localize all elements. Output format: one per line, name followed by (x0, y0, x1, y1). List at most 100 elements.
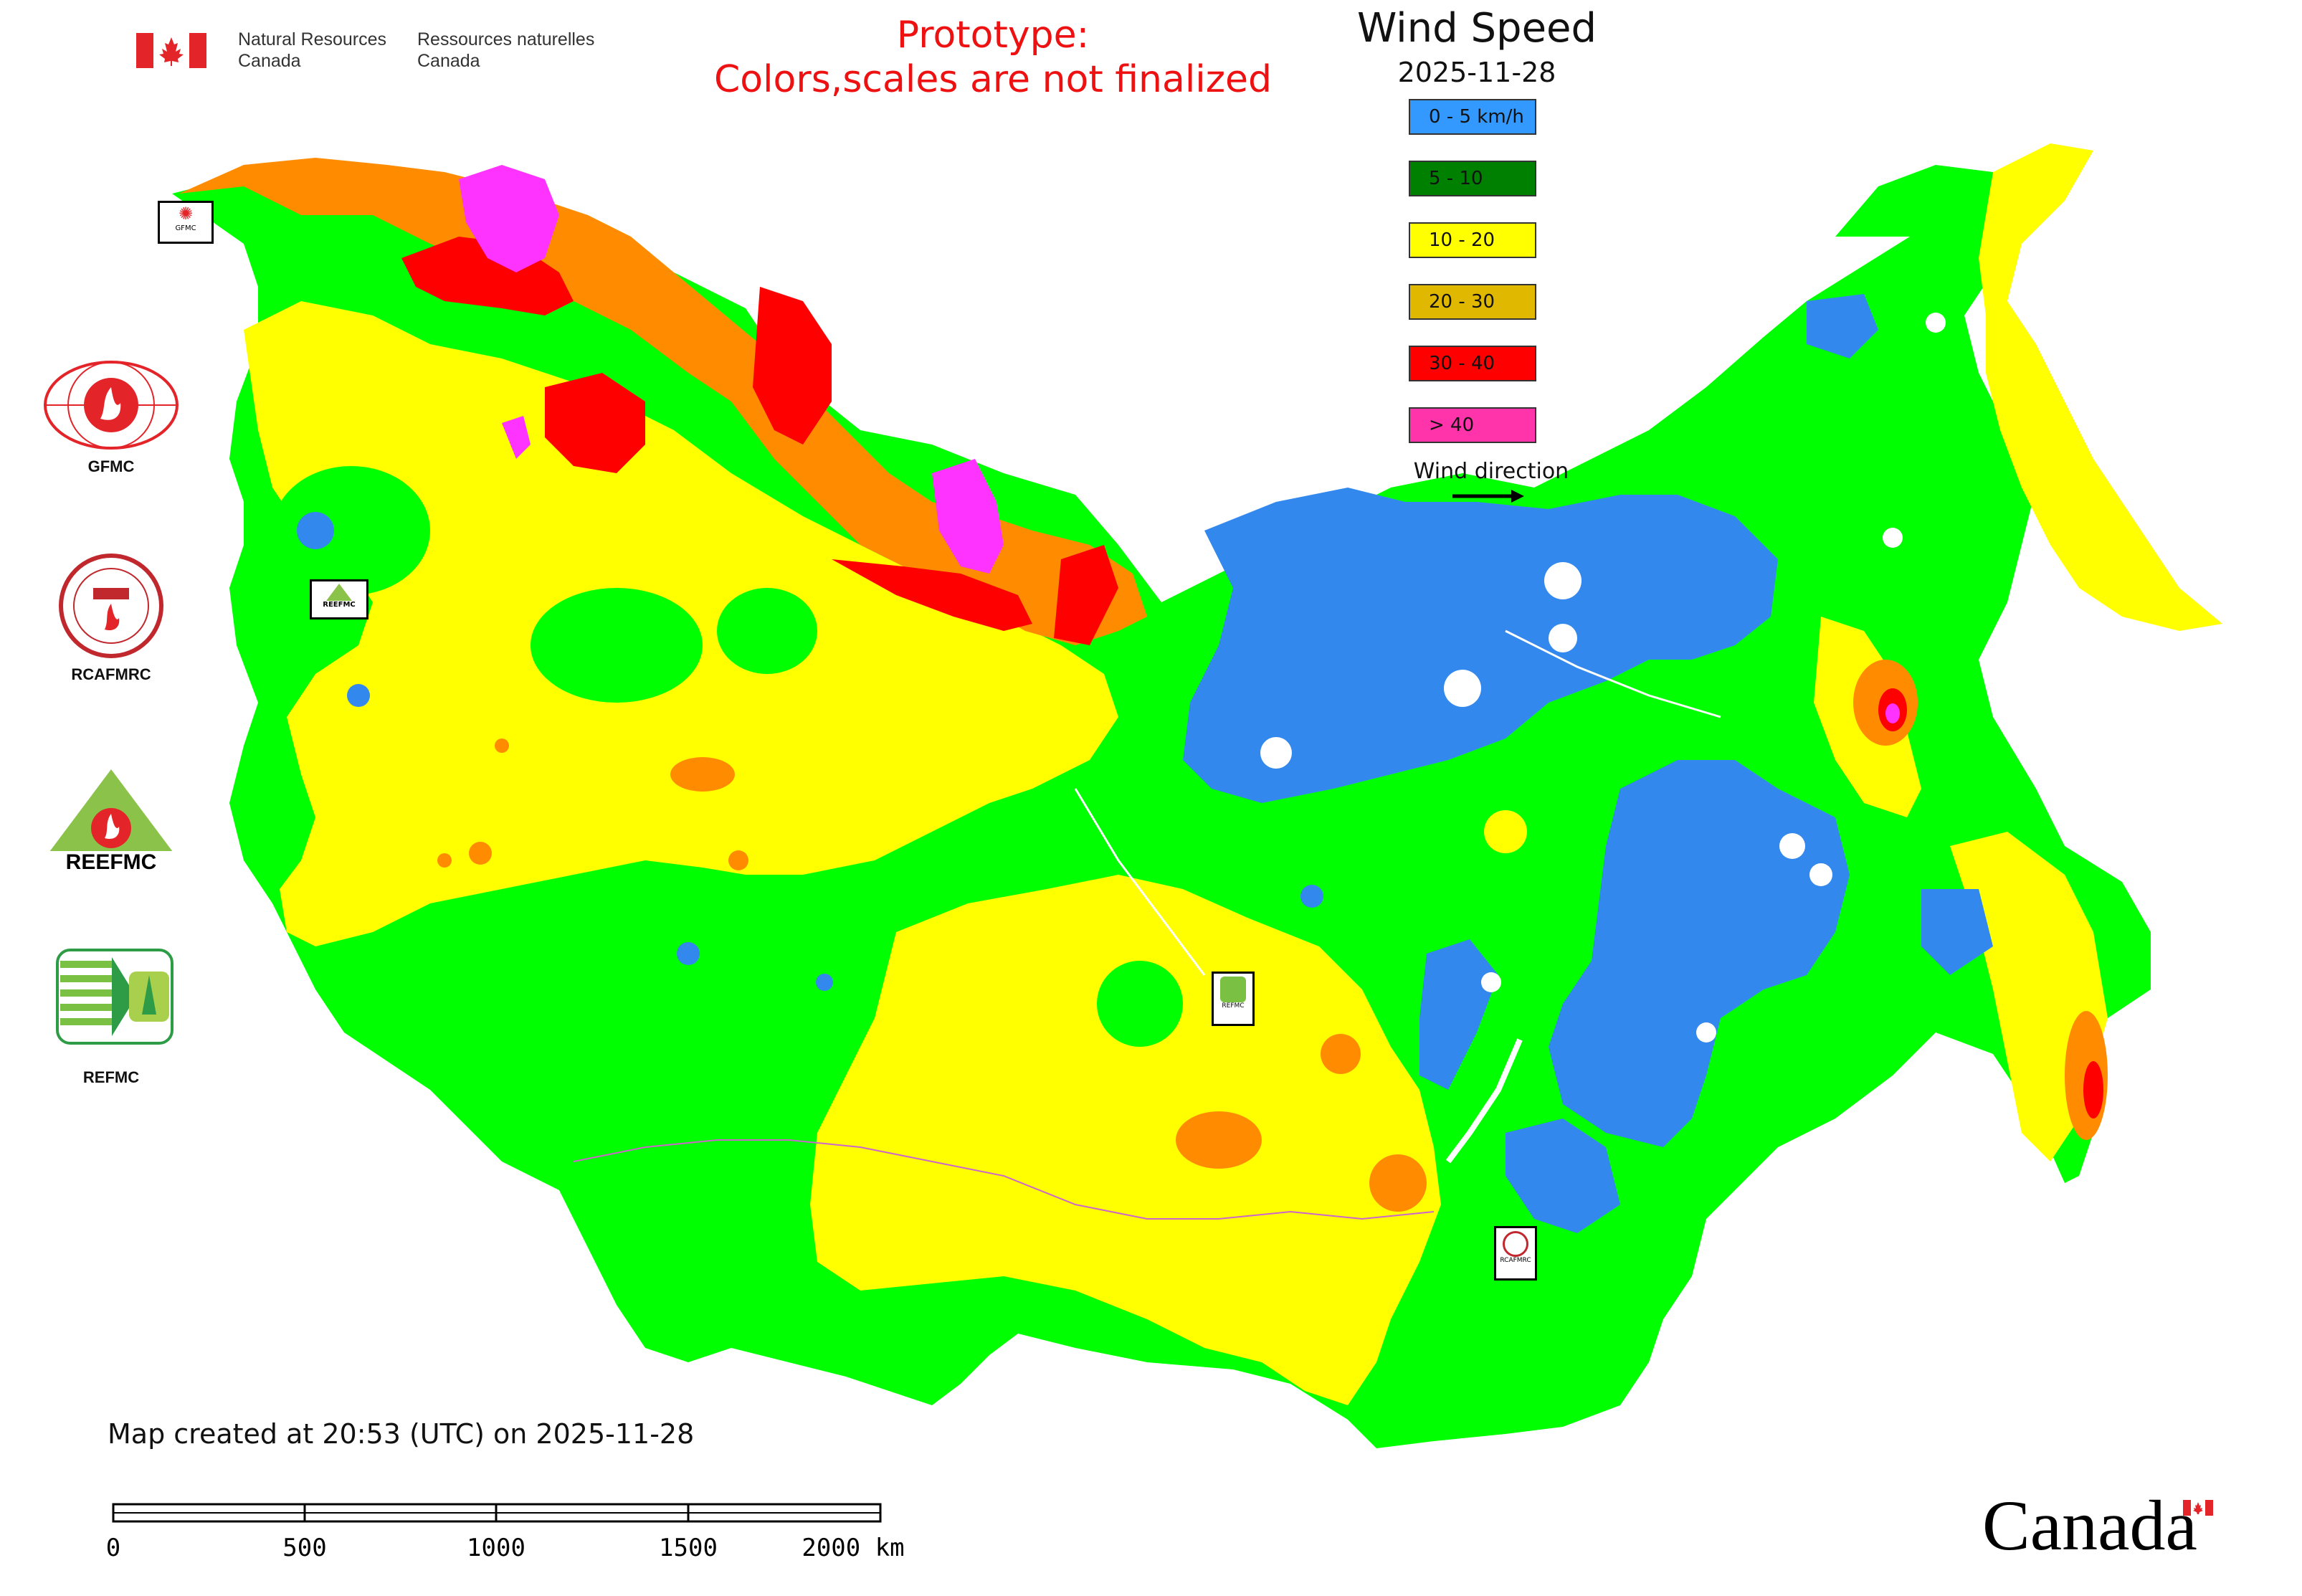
department-name-fr: Ressources naturelles Canada (417, 29, 595, 71)
prototype-line1: Prototype: (896, 14, 1090, 57)
legend-item-10-20: 10 - 20 (1409, 222, 1536, 258)
zone-blue-chita (1921, 889, 1993, 975)
zone-orange-north (179, 158, 1147, 645)
scale-label: 500 (282, 1534, 326, 1562)
rcafmrc-logo: RCAFMRC (36, 552, 186, 688)
legend-label: 0 - 5 km/h (1429, 106, 1524, 128)
wind-direction-arrow-icon (1452, 490, 1524, 503)
zone-red-taymyr (832, 559, 1032, 631)
zone-yellow-dot (1484, 810, 1527, 853)
country-border (573, 1139, 1435, 1220)
refmc-logo-label: REFMC (82, 1068, 140, 1086)
scale-label: 0 (108, 1534, 120, 1562)
zone-blue-dot (297, 512, 334, 549)
legend-item-0-5: 0 - 5 km/h (1409, 99, 1536, 135)
legend-label: > 40 (1429, 414, 1475, 436)
river (1505, 630, 1721, 718)
canada-flag-icon (136, 33, 206, 68)
lake-spot (1444, 670, 1481, 707)
zone-red-novaya (545, 373, 645, 473)
prototype-line2: Colors,scales are not finalized (713, 58, 1273, 101)
reefmc-logo-label: REEFMC (66, 850, 157, 874)
map-marker-gfmc: ✺ GFMC (158, 201, 214, 244)
legend-item-30-40: 30 - 40 (1409, 346, 1536, 381)
zone-orange-spot (1321, 1034, 1361, 1074)
gfmc-logo: GFMC (36, 358, 186, 480)
zone-blue-dot (347, 684, 370, 707)
map-created-note: Map created at 20:53 (UTC) on 2025-11-28 (108, 1418, 695, 1450)
legend-title: Wind Speed (1356, 5, 1597, 52)
department-name-en: Natural Resources Canada (238, 29, 387, 71)
reefmc-logo: REEFMC (36, 764, 186, 878)
zone-blue-dot (677, 942, 700, 965)
zone-orange-spot (670, 757, 735, 792)
rcafmrc-logo-icon (59, 554, 163, 658)
zone-blue-dot (816, 974, 833, 991)
map-marker-rcafmrc-label: RCAFMRC (1500, 1257, 1531, 1264)
zone-blue-baikal (1419, 939, 1498, 1090)
zone-orange-dot (728, 850, 748, 870)
land-green-northeast (1835, 165, 2007, 237)
zone-orange-dot (495, 738, 509, 753)
lake-spot (1779, 833, 1805, 859)
legend-item-5-10: 5 - 10 (1409, 161, 1536, 196)
zone-green-patch (531, 588, 703, 703)
lake-spot (1926, 313, 1946, 333)
gfmc-logo-icon (44, 361, 179, 450)
map-marker-refmc-label: REFMC (1222, 1002, 1245, 1010)
legend-label: 30 - 40 (1429, 353, 1495, 374)
scale-label: 2000 km (802, 1534, 904, 1562)
zone-red-yamal (753, 287, 832, 445)
zone-blue-amur (1506, 1118, 1620, 1233)
canada-wordmark: Canada (1982, 1486, 2197, 1565)
scale-label: 1500 (659, 1534, 718, 1562)
zone-yellow-east (1979, 143, 2222, 631)
zone-magenta-yamal (502, 416, 531, 459)
zone-blue-east (1183, 488, 1778, 803)
wind-direction-label: Wind direction (1413, 459, 1569, 484)
zone-red-spot (2083, 1061, 2103, 1118)
legend-label: 20 - 30 (1429, 291, 1495, 313)
gfmc-logo-label: GFMC (87, 457, 135, 475)
map-marker-reefmc: REEFMC (310, 579, 368, 619)
scale-label: 1000 (467, 1534, 525, 1562)
zone-magenta-spot (1885, 703, 1900, 723)
map-marker-reefmc-label: REEFMC (323, 601, 356, 609)
zone-green-patch (717, 588, 817, 674)
lake-spot (1809, 863, 1832, 886)
rcafmrc-logo-label: RCAFMRC (71, 665, 151, 683)
zone-red-khatanga (1054, 545, 1118, 645)
legend-date: 2025-11-28 (1397, 57, 1556, 88)
refmc-logo: REFMC (36, 946, 186, 1090)
canada-wordmark-flag-icon (2183, 1500, 2213, 1516)
legend-item-40-plus: > 40 (1409, 407, 1536, 443)
government-header: Natural Resources Canada Ressources natu… (136, 29, 595, 72)
legend-item-20-30: 20 - 30 (1409, 284, 1536, 320)
map-marker-refmc: REFMC (1212, 972, 1255, 1026)
zone-green-patch (1097, 961, 1183, 1047)
zone-yellow-south (810, 875, 1441, 1405)
lake-spot (1260, 737, 1292, 769)
lake-spot (1883, 528, 1903, 548)
zone-orange-spot (1176, 1111, 1262, 1169)
map-marker-gfmc-label: GFMC (175, 224, 196, 232)
prototype-notice: Prototype: Colors,scales are not finaliz… (602, 13, 1384, 102)
zone-magenta-novaya (932, 459, 1004, 574)
reefmc-logo-icon: REEFMC (43, 769, 179, 874)
zone-orange-spot (1369, 1154, 1427, 1212)
refmc-logo-icon (56, 949, 173, 1045)
zone-orange-dot (437, 853, 452, 868)
lake-spot (1549, 624, 1577, 652)
lake-baikal (1445, 1038, 1523, 1164)
lake-spot (1696, 1022, 1716, 1042)
legend-label: 5 - 10 (1429, 168, 1483, 189)
zone-green-patch (272, 466, 430, 595)
scale-bar: 0 500 1000 1500 2000 km (108, 1503, 905, 1562)
zone-blue-lena (1807, 294, 1878, 358)
zone-orange-dot (469, 842, 492, 865)
map-marker-rcafmrc: RCAFMRC (1494, 1226, 1537, 1281)
zone-magenta-kanin (459, 165, 559, 272)
lake-spot (1544, 562, 1582, 599)
legend-label: 10 - 20 (1429, 229, 1495, 251)
